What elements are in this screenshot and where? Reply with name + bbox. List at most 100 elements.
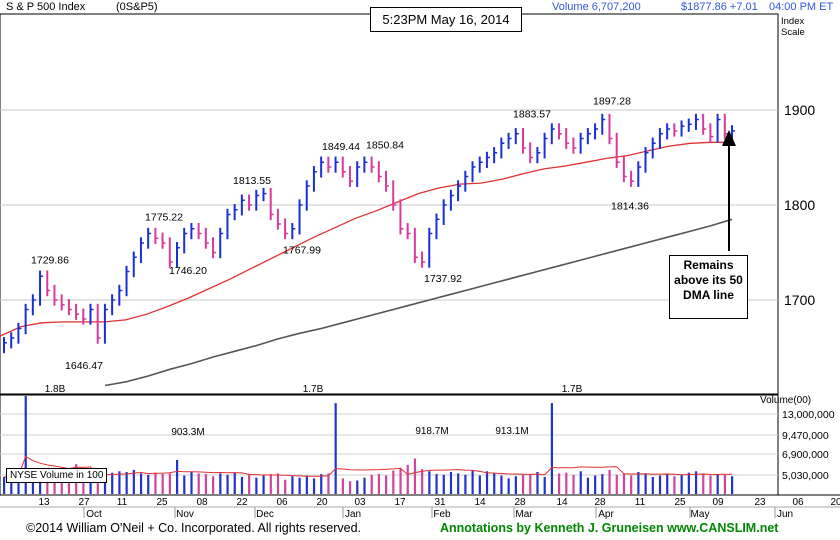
x-tick-label: 22 bbox=[236, 497, 248, 508]
index-scale-label-2: Scale bbox=[781, 27, 805, 38]
annotations-credit: Annotations by Kenneth J. Gruneisen www.… bbox=[440, 521, 779, 535]
volume-tick-label: 6,900,000 bbox=[782, 449, 829, 461]
month-label: Apr bbox=[598, 509, 614, 520]
volume-bar bbox=[478, 475, 481, 494]
volume-bar bbox=[53, 474, 56, 494]
volume-bar bbox=[644, 473, 647, 494]
volume-bar bbox=[161, 474, 164, 494]
annotation-arrow-head bbox=[722, 130, 736, 146]
volume-bar bbox=[630, 475, 633, 494]
volume-bar bbox=[449, 471, 453, 494]
volume-bar bbox=[118, 471, 121, 494]
price-high-low-label: 1814.36 bbox=[611, 200, 649, 212]
price-high-low-label: 1849.44 bbox=[322, 141, 360, 153]
price-high-low-label: 1813.55 bbox=[233, 175, 271, 187]
month-label: Oct bbox=[86, 509, 102, 520]
x-tick-label: 06 bbox=[792, 497, 804, 508]
x-tick-label: 08 bbox=[196, 497, 208, 508]
volume-panel bbox=[0, 394, 779, 496]
volume-bar bbox=[103, 474, 107, 494]
x-tick-label: 14 bbox=[474, 497, 486, 508]
volume-bar bbox=[276, 473, 280, 494]
volume-tick-label: 5,030,000 bbox=[782, 470, 829, 482]
volume-bar bbox=[457, 473, 460, 494]
volume-spike-label: 1.7B bbox=[303, 384, 324, 395]
annotation-line-2: above its 50 bbox=[674, 273, 743, 287]
volume-bar bbox=[572, 474, 575, 494]
copyright-text: ©2014 William O'Neil + Co. Incorporated.… bbox=[26, 521, 361, 535]
volume-bar bbox=[716, 474, 719, 494]
x-tick-label: 28 bbox=[594, 497, 606, 508]
volume-bar bbox=[334, 403, 337, 494]
month-label: May bbox=[691, 509, 710, 520]
x-tick-label: 31 bbox=[434, 497, 446, 508]
month-label: Jun bbox=[777, 509, 793, 520]
volume-bar bbox=[658, 475, 662, 494]
x-tick-label: 06 bbox=[276, 497, 288, 508]
volume-bar bbox=[204, 474, 208, 494]
volume-bar bbox=[125, 471, 128, 494]
volume-bar bbox=[255, 477, 258, 494]
volume-bar bbox=[175, 459, 179, 494]
price-high-low-label: 1850.84 bbox=[366, 140, 404, 152]
annotation-line-3: DMA line bbox=[683, 288, 734, 302]
volume-ma-line bbox=[3, 455, 732, 478]
volume-bar bbox=[413, 458, 417, 494]
volume-bar bbox=[24, 396, 27, 494]
volume-bar bbox=[709, 475, 712, 494]
volume-bar bbox=[226, 474, 229, 494]
volume-bar bbox=[197, 473, 200, 494]
volume-bar bbox=[82, 475, 85, 494]
volume-bar bbox=[363, 477, 366, 494]
volume-bar bbox=[190, 471, 193, 494]
volume-bar bbox=[312, 478, 316, 494]
x-tick-label: 20 bbox=[316, 497, 328, 508]
volume-bar bbox=[240, 476, 244, 494]
volume-legend: NYSE Volume in 100 bbox=[6, 468, 108, 483]
volume-bar bbox=[67, 479, 71, 494]
header-volume: Volume 6,707,200 bbox=[552, 1, 641, 13]
volume-bar bbox=[514, 476, 517, 494]
volume-bar bbox=[39, 476, 42, 494]
index-scale-label-1: Index bbox=[781, 16, 805, 27]
volume-bar bbox=[702, 473, 705, 494]
price-high-low-label: 1883.57 bbox=[513, 109, 551, 121]
volume-bar bbox=[60, 477, 63, 494]
volume-spike-label: 1.7B bbox=[562, 384, 583, 395]
x-tick-label: 25 bbox=[156, 497, 168, 508]
volume-bar bbox=[17, 478, 20, 494]
volume-bar bbox=[521, 474, 525, 494]
volume-bar bbox=[147, 474, 150, 494]
volume-bar bbox=[320, 474, 323, 494]
volume-bar bbox=[132, 469, 135, 494]
volume-bar bbox=[31, 476, 35, 494]
volume-bar bbox=[586, 477, 590, 494]
volume-bar bbox=[392, 470, 395, 494]
volume-bar bbox=[291, 476, 294, 494]
volume-bar bbox=[601, 474, 604, 494]
volume-bar bbox=[680, 474, 683, 494]
volume-bar bbox=[550, 403, 554, 494]
volume-bar bbox=[341, 478, 344, 494]
volume-bar bbox=[212, 476, 215, 494]
volume-bar bbox=[471, 470, 474, 494]
price-high-low-label: 1775.22 bbox=[145, 212, 183, 224]
x-tick-label: 09 bbox=[712, 497, 724, 508]
volume-bar bbox=[637, 471, 640, 494]
x-tick-label: 11 bbox=[635, 497, 646, 508]
volume-bar bbox=[558, 473, 561, 494]
month-label: Feb bbox=[433, 509, 451, 520]
volume-axis-title: Volume(00) bbox=[760, 395, 811, 406]
volume-bar bbox=[666, 474, 669, 494]
volume-bar bbox=[694, 471, 698, 494]
price-tick-label: 1700 bbox=[784, 292, 815, 308]
price-tick-label: 1800 bbox=[784, 197, 815, 213]
volume-bar bbox=[370, 474, 373, 494]
x-tick-label: 11 bbox=[117, 497, 128, 508]
timestamp-box: 5:23PM May 16, 2014 bbox=[370, 7, 522, 32]
x-tick-label: 13 bbox=[38, 497, 50, 508]
month-label: Mar bbox=[515, 509, 533, 520]
volume-bar bbox=[284, 479, 287, 494]
volume-bar bbox=[154, 472, 157, 494]
volume-bar bbox=[233, 472, 236, 494]
